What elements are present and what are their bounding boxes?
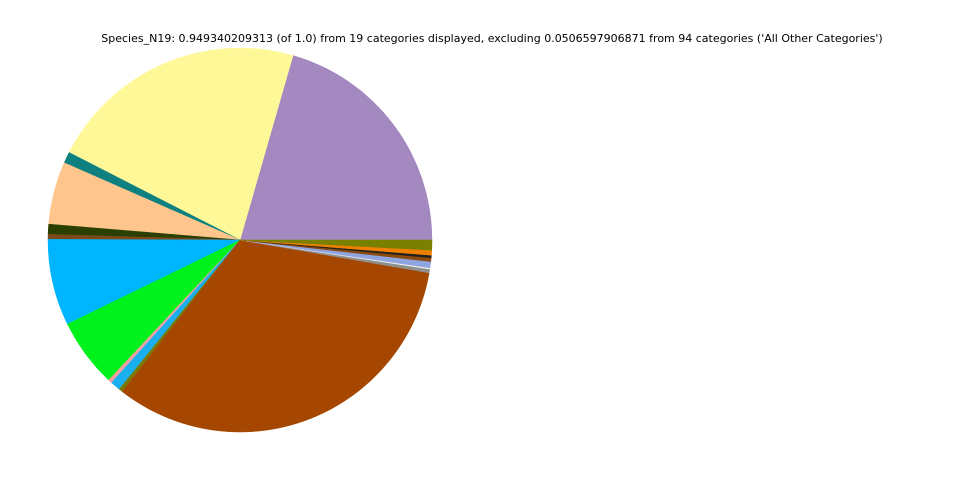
pie-slice <box>121 239 430 433</box>
chart-title: Species_N19: 0.949340209313 (of 1.0) fro… <box>101 32 882 45</box>
pie-slice <box>239 55 433 241</box>
pie-slice <box>239 239 433 251</box>
pie-slice <box>68 47 294 241</box>
